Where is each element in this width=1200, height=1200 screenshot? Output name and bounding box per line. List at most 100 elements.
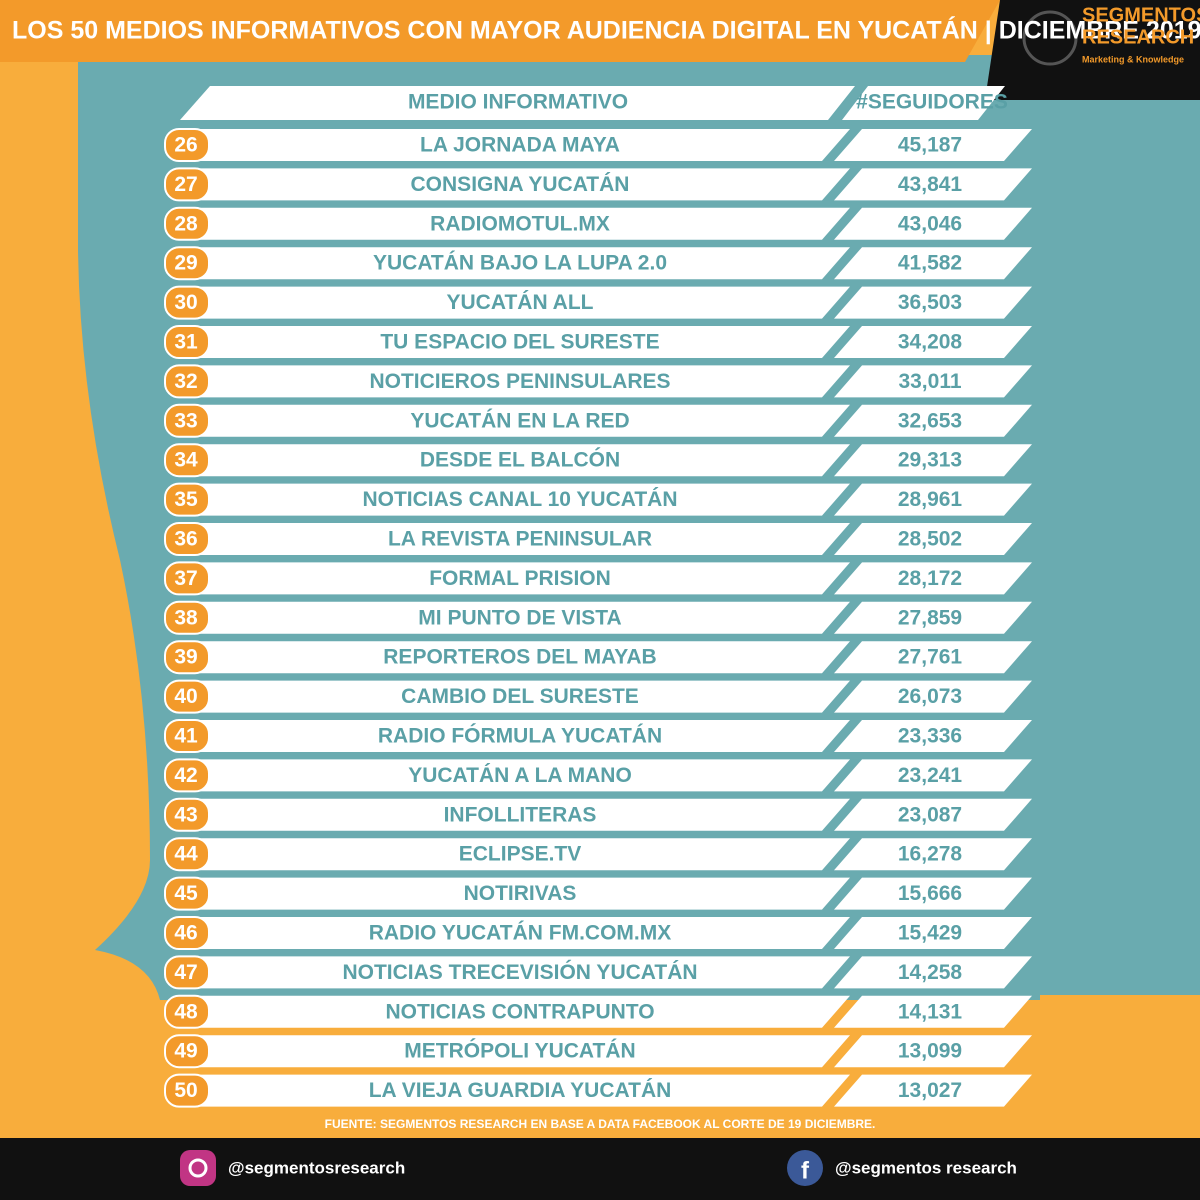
rank-badge bbox=[164, 246, 210, 281]
rank: 45 bbox=[174, 882, 198, 905]
value-cell bbox=[834, 995, 1032, 1028]
media-name: NOTICIAS CANAL 10 YUCATÁN bbox=[362, 488, 677, 511]
name-cell bbox=[200, 680, 850, 713]
name-cell bbox=[200, 207, 850, 240]
media-name: RADIO FÓRMULA YUCATÁN bbox=[378, 724, 662, 748]
instagram-handle: @segmentosresearch bbox=[228, 1158, 405, 1177]
rank-badge bbox=[164, 916, 210, 950]
media-name: YUCATÁN EN LA RED bbox=[410, 409, 629, 432]
header-cell bbox=[180, 86, 855, 120]
followers: 16,278 bbox=[898, 843, 963, 866]
rank: 31 bbox=[174, 331, 198, 354]
rank-badge bbox=[164, 167, 210, 202]
name-cell bbox=[200, 759, 850, 792]
followers: 14,258 bbox=[898, 961, 963, 984]
media-name: CONSIGNA YUCATÁN bbox=[411, 173, 630, 196]
rank-badge bbox=[164, 837, 210, 872]
rank: 27 bbox=[174, 173, 197, 196]
rank: 47 bbox=[174, 961, 197, 984]
rank: 33 bbox=[174, 409, 197, 432]
name-cell bbox=[200, 483, 850, 516]
rank: 38 bbox=[174, 606, 198, 629]
value-cell bbox=[834, 483, 1032, 516]
media-name: YUCATÁN A LA MANO bbox=[408, 764, 632, 787]
media-name: NOTICIAS TRECEVISIÓN YUCATÁN bbox=[342, 960, 697, 984]
rank: 50 bbox=[174, 1079, 197, 1102]
title: LOS 50 MEDIOS INFORMATIVOS CON MAYOR AUD… bbox=[12, 16, 1200, 45]
name-cell bbox=[200, 286, 850, 319]
value-cell bbox=[834, 1074, 1032, 1107]
value-cell bbox=[834, 798, 1032, 831]
followers: 45,187 bbox=[898, 134, 962, 157]
name-cell bbox=[200, 523, 850, 555]
rank-badge bbox=[164, 600, 210, 635]
instagram-icon bbox=[180, 1150, 216, 1186]
rank-badge bbox=[164, 876, 210, 911]
media-name: ECLIPSE.TV bbox=[459, 843, 582, 866]
rank: 26 bbox=[174, 134, 197, 157]
media-name: DESDE EL BALCÓN bbox=[420, 448, 620, 472]
rank: 41 bbox=[174, 725, 198, 748]
media-name: YUCATÁN BAJO LA LUPA 2.0 bbox=[373, 252, 667, 275]
media-name: NOTICIEROS PENINSULARES bbox=[369, 370, 670, 393]
value-cell bbox=[834, 365, 1032, 398]
rank: 48 bbox=[174, 1000, 198, 1023]
rank: 46 bbox=[174, 922, 197, 945]
rank-badge bbox=[164, 522, 210, 556]
followers: 13,099 bbox=[898, 1040, 962, 1063]
media-name: RADIOMOTUL.MX bbox=[430, 212, 610, 235]
media-name: METRÓPOLI YUCATÁN bbox=[404, 1039, 635, 1063]
rank-badge bbox=[164, 679, 210, 714]
value-cell bbox=[834, 247, 1032, 280]
media-name: LA JORNADA MAYA bbox=[420, 134, 620, 157]
logo-tagline: Marketing & Knowledge bbox=[1082, 54, 1184, 64]
followers: 36,503 bbox=[898, 291, 962, 314]
rank-badge bbox=[164, 325, 210, 359]
name-cell bbox=[200, 720, 850, 752]
rank: 29 bbox=[174, 252, 197, 275]
media-name: RADIO YUCATÁN FM.COM.MX bbox=[369, 922, 672, 945]
media-name: FORMAL PRISION bbox=[429, 567, 611, 590]
rank-badge bbox=[164, 758, 210, 793]
value-cell bbox=[834, 877, 1032, 910]
name-cell bbox=[200, 877, 850, 910]
followers: 28,961 bbox=[898, 488, 963, 511]
followers: 27,761 bbox=[898, 646, 963, 669]
name-cell bbox=[200, 1074, 850, 1107]
logo-text: RESEARCH bbox=[1082, 26, 1194, 48]
rank-badge bbox=[164, 403, 210, 438]
name-cell bbox=[200, 798, 850, 831]
value-cell bbox=[834, 956, 1032, 989]
rank-badge bbox=[164, 482, 210, 517]
rank-badge bbox=[164, 955, 210, 990]
followers: 26,073 bbox=[898, 685, 962, 708]
logo-text: SEGMENTOS bbox=[1082, 4, 1200, 26]
name-cell bbox=[200, 404, 850, 437]
name-cell bbox=[200, 956, 850, 989]
followers: 13,027 bbox=[898, 1079, 962, 1102]
rank: 32 bbox=[174, 370, 197, 393]
rank: 49 bbox=[174, 1040, 197, 1063]
name-cell bbox=[200, 641, 850, 674]
value-cell bbox=[834, 720, 1032, 752]
rank-badge bbox=[164, 206, 210, 241]
rank-badge bbox=[164, 128, 210, 162]
media-name: INFOLLITERAS bbox=[444, 803, 597, 826]
followers: 29,313 bbox=[898, 449, 962, 472]
rank-badge bbox=[164, 561, 210, 596]
rank: 35 bbox=[174, 488, 198, 511]
value-cell bbox=[834, 129, 1032, 161]
facebook-handle: @segmentos research bbox=[835, 1158, 1017, 1177]
name-cell bbox=[200, 365, 850, 398]
value-cell bbox=[834, 641, 1032, 674]
media-name: CAMBIO DEL SURESTE bbox=[401, 685, 639, 708]
column-header: MEDIO INFORMATIVO bbox=[408, 91, 628, 114]
rank: 37 bbox=[174, 567, 197, 590]
followers: 15,666 bbox=[898, 882, 962, 905]
followers: 15,429 bbox=[898, 922, 962, 945]
followers: 23,241 bbox=[898, 764, 963, 787]
followers: 27,859 bbox=[898, 606, 962, 629]
followers: 32,653 bbox=[898, 409, 962, 432]
